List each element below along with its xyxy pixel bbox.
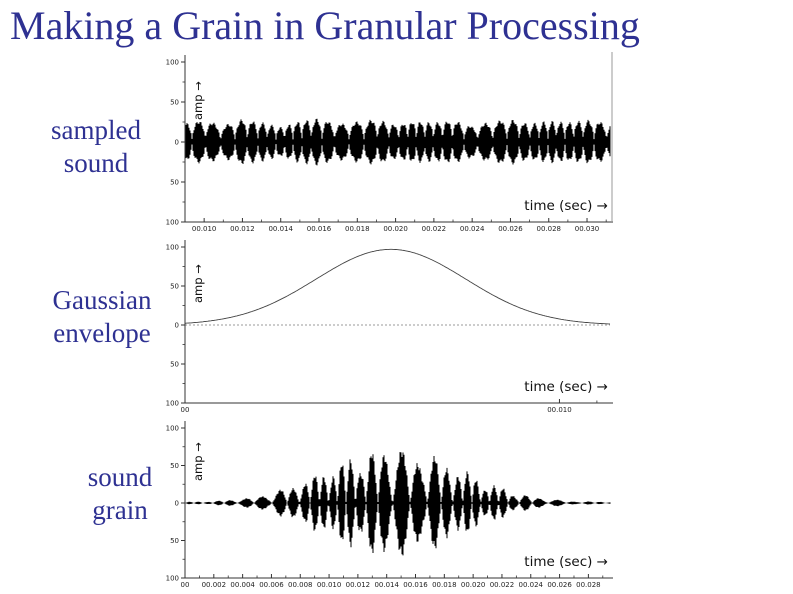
x-tick-label: 00.024: [519, 581, 544, 589]
row-label-line: sampled: [51, 115, 141, 145]
x-tick-label: 00.030: [575, 225, 600, 233]
y-tick-label: 100: [166, 59, 179, 67]
x-tick-label: 00: [181, 406, 190, 414]
y-tick-label: 100: [166, 244, 179, 252]
x-tick-label: 00: [181, 581, 190, 589]
y-tick-label: 50: [170, 537, 179, 545]
x-tick-label: 00.018: [345, 225, 370, 233]
y-tick-label: 0: [175, 139, 179, 147]
x-axis-title: time (sec) →: [524, 379, 608, 395]
row-label-line: grain: [92, 495, 148, 525]
y-tick-label: 50: [170, 179, 179, 187]
gaussian-curve: [184, 248, 611, 325]
x-tick-label: 00.010: [192, 225, 217, 233]
row-label-sound-grain: sound grain: [55, 461, 185, 527]
waveform-trace: [185, 452, 611, 556]
y-tick-label: 50: [170, 99, 179, 107]
sampled-sound-plot: 100 50 0 50 100 00.010 00.012 00.014 00.016 00.01…: [166, 52, 613, 233]
x-tick-label: 00.026: [547, 581, 572, 589]
row-label-gaussian-envelope: Gaussian envelope: [32, 284, 172, 350]
y-axis-title: amp →: [191, 264, 205, 303]
y-tick-label: 100: [166, 575, 179, 583]
x-tick-label: 00.008: [288, 581, 313, 589]
x-tick-label: 00.010: [317, 581, 342, 589]
x-tick-label: 00.010: [547, 406, 572, 414]
y-axis-title: amp →: [191, 81, 205, 120]
x-tick-label: 00.018: [432, 581, 457, 589]
x-tick-label: 00.016: [403, 581, 428, 589]
x-tick-label: 00.020: [461, 581, 486, 589]
x-tick-label: 00.012: [230, 225, 255, 233]
y-tick-label: 50: [170, 361, 179, 369]
x-tick-label: 00.012: [346, 581, 371, 589]
slide-title: Making a Grain in Granular Processing: [10, 3, 640, 48]
x-tick-label: 00.028: [536, 225, 561, 233]
x-axis-title: time (sec) →: [524, 198, 608, 214]
x-axis-title: time (sec) →: [524, 554, 608, 570]
x-tick-label: 00.020: [383, 225, 408, 233]
y-tick-label: 0: [175, 322, 179, 330]
y-tick-label: 100: [166, 219, 179, 227]
x-tick-label: 00.002: [202, 581, 227, 589]
row-label-line: Gaussian: [52, 285, 152, 315]
x-tick-label: 00.006: [259, 581, 284, 589]
x-tick-label: 00.014: [268, 225, 293, 233]
x-tick-label: 00.028: [576, 581, 601, 589]
x-tick-label: 00.004: [230, 581, 255, 589]
x-tick-label: 00.014: [374, 581, 399, 589]
row-label-sampled-sound: sampled sound: [30, 114, 162, 180]
y-tick-label: 50: [170, 462, 179, 470]
x-tick-label: 00.026: [498, 225, 523, 233]
y-axis-title: amp →: [191, 442, 205, 481]
y-tick-label: 50: [170, 283, 179, 291]
x-tick-label: 00.024: [460, 225, 485, 233]
waveform-trace: [185, 118, 611, 166]
x-tick-label: 00.022: [490, 581, 515, 589]
y-tick-label: 100: [166, 400, 179, 408]
row-label-line: sound: [87, 462, 153, 492]
row-label-line: sound: [63, 148, 129, 178]
row-label-line: envelope: [53, 318, 151, 348]
x-tick-label: 00.022: [422, 225, 447, 233]
x-tick-label: 00.016: [307, 225, 332, 233]
y-tick-label: 0: [175, 500, 179, 508]
y-tick-label: 100: [166, 425, 179, 433]
